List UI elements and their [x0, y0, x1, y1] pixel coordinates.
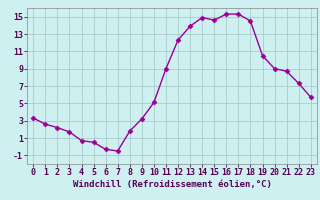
- X-axis label: Windchill (Refroidissement éolien,°C): Windchill (Refroidissement éolien,°C): [73, 180, 271, 189]
